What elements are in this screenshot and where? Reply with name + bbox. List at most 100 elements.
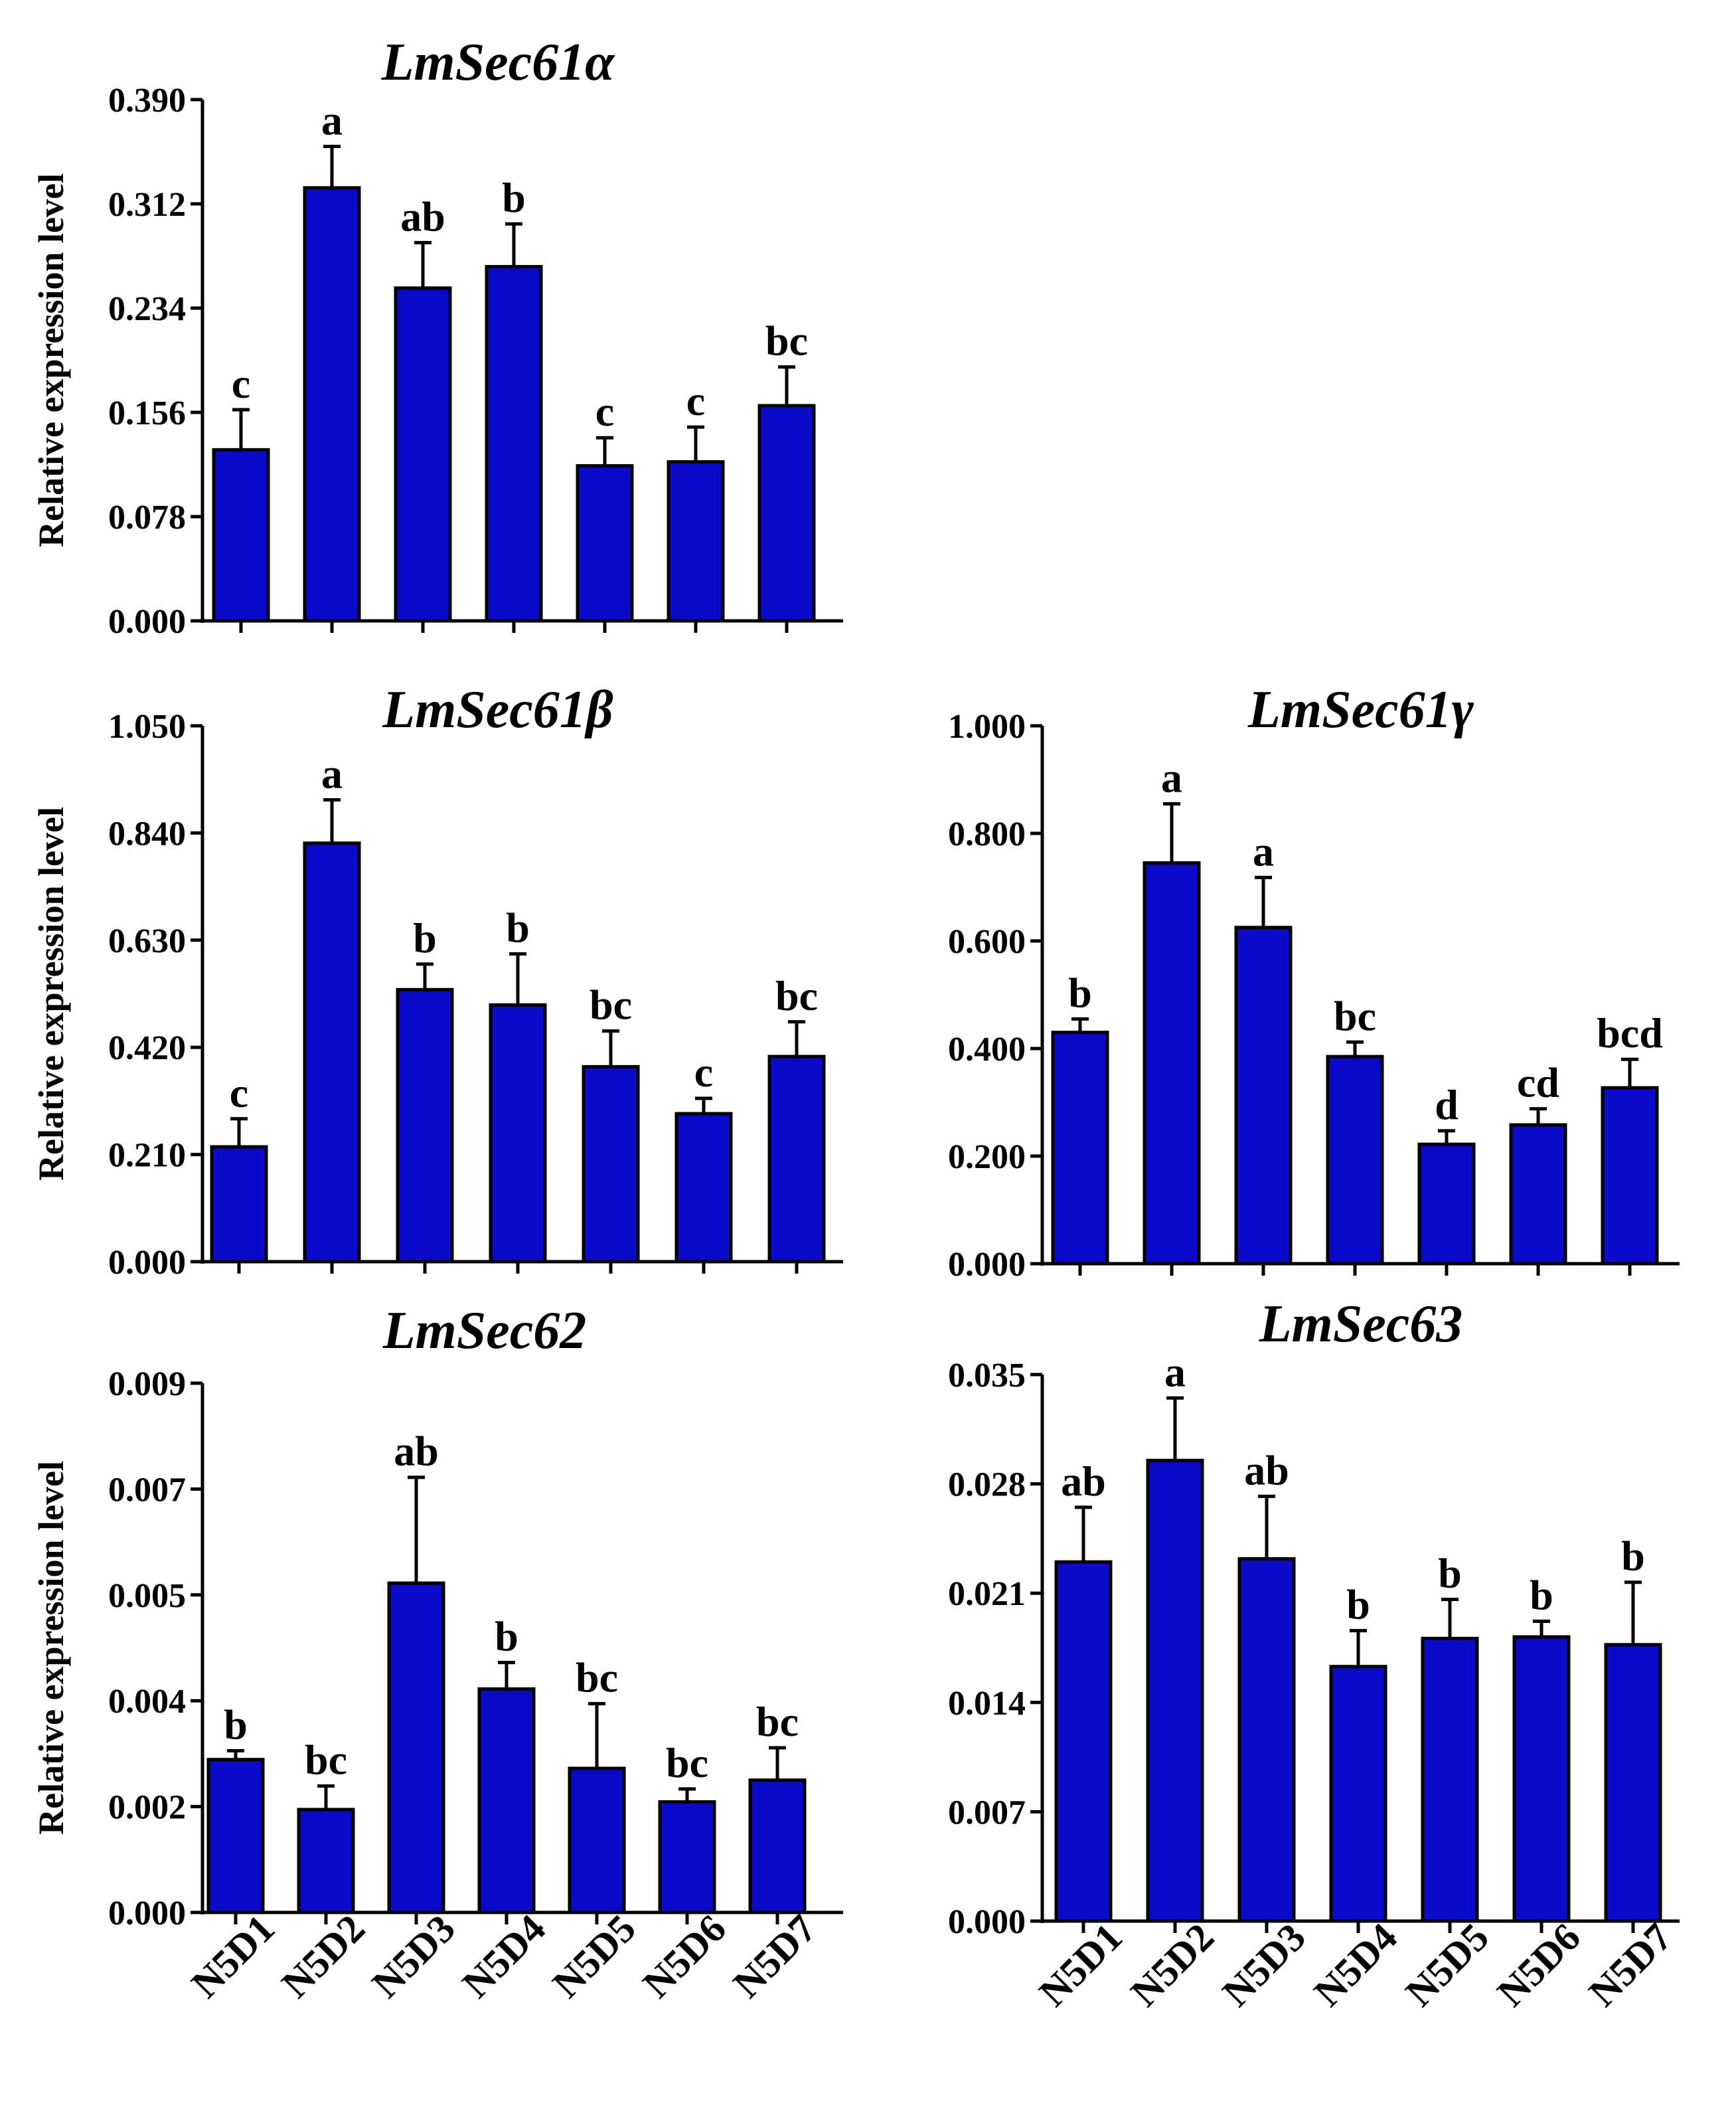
bar: [1509, 1123, 1567, 1266]
y-tick-label: 0.021: [948, 1575, 1026, 1613]
significance-label: d: [1435, 1081, 1459, 1128]
bar: [1604, 1643, 1662, 1923]
chart-title: LmSec61β: [382, 681, 613, 739]
significance-label: c: [686, 377, 705, 424]
y-tick-label: 0.390: [108, 82, 186, 120]
significance-label: bc: [666, 1739, 708, 1786]
x-category-label: N5D5: [1397, 1915, 1497, 2015]
y-tick-label: 0.210: [108, 1137, 186, 1175]
bar: [674, 1112, 733, 1264]
y-tick-label: 0.002: [108, 1789, 186, 1827]
y-tick-label: 0.200: [948, 1138, 1026, 1176]
chart-title: LmSec61α: [381, 33, 616, 92]
x-category-label: N5D4: [1306, 1915, 1405, 2015]
y-tick-label: 0.004: [108, 1683, 186, 1721]
y-tick-label: 0.000: [948, 1903, 1026, 1941]
significance-label: ab: [394, 1428, 439, 1475]
y-tick-label: 0.000: [108, 1895, 186, 1932]
bar: [757, 404, 816, 623]
significance-label: ab: [1244, 1446, 1289, 1493]
bar: [1237, 1557, 1296, 1923]
bar: [1054, 1560, 1113, 1923]
y-tick-label: 0.035: [948, 1357, 1026, 1394]
bar: [485, 265, 543, 623]
significance-label: cd: [1517, 1059, 1559, 1106]
x-category-label: N5D3: [364, 1906, 463, 2006]
significance-label: b: [1530, 1572, 1553, 1619]
bar: [396, 987, 454, 1264]
significance-label: a: [321, 750, 343, 797]
y-tick-label: 0.000: [108, 603, 186, 641]
y-tick-label: 0.234: [108, 290, 186, 328]
y-tick-label: 0.000: [108, 1244, 186, 1282]
x-category-label: N5D5: [544, 1906, 644, 2006]
y-tick-label: 0.007: [108, 1471, 186, 1509]
y-tick-label: 1.000: [948, 708, 1026, 746]
bar: [387, 1581, 445, 1914]
x-category-label: N5D1: [183, 1906, 283, 2006]
significance-label: b: [1068, 969, 1092, 1016]
bar: [303, 186, 361, 623]
x-category-label: N5D2: [274, 1906, 373, 2006]
significance-label: ab: [400, 193, 445, 240]
y-tick-label: 0.005: [108, 1577, 186, 1615]
significance-label: bc: [305, 1736, 347, 1784]
bar: [489, 1003, 547, 1264]
y-tick-label: 0.600: [948, 923, 1026, 961]
y-tick-label: 0.840: [108, 815, 186, 853]
bar: [477, 1687, 536, 1914]
y-tick-label: 0.630: [108, 922, 186, 960]
y-tick-label: 0.000: [948, 1246, 1026, 1284]
y-tick-label: 0.009: [108, 1365, 186, 1403]
bar: [1329, 1665, 1387, 1923]
y-tick-label: 0.007: [948, 1794, 1026, 1831]
significance-label: ab: [1061, 1458, 1106, 1505]
bar: [1417, 1142, 1476, 1266]
significance-label: b: [502, 174, 526, 221]
bar: [748, 1778, 807, 1914]
chart-panel: LmSec62 0.000 0.002 0.004 0.005 0.007 0.009 Rel…: [31, 1302, 843, 2006]
x-category-label: N5D6: [1489, 1915, 1589, 2015]
significance-label: c: [595, 388, 614, 435]
x-category-label: N5D7: [1581, 1915, 1680, 2015]
bar: [1146, 1458, 1204, 1923]
y-tick-label: 0.420: [108, 1029, 186, 1067]
y-axis-label: Relative expression level: [31, 1461, 71, 1835]
chart-title: LmSec61γ: [1247, 681, 1474, 739]
bar: [212, 448, 270, 623]
significance-label: a: [1161, 754, 1182, 801]
chart-title: LmSec63: [1259, 1295, 1463, 1353]
significance-label: c: [230, 1069, 248, 1116]
bar: [1326, 1055, 1384, 1266]
x-category-label: N5D2: [1123, 1915, 1222, 2015]
bar: [767, 1055, 826, 1264]
bar: [210, 1145, 268, 1264]
significance-label: b: [413, 914, 437, 962]
chart-panel: LmSec61γ 0.000 0.200 0.400 0.600 0.800 1.000 b a…: [948, 681, 1680, 1284]
chart-panel: LmSec61β 0.000 0.210 0.420 0.630 0.840 1.050 Re…: [31, 681, 843, 1282]
bar: [1421, 1636, 1479, 1923]
significance-label: c: [232, 360, 250, 407]
bar: [1512, 1635, 1571, 1923]
y-axis-label: Relative expression level: [31, 173, 71, 547]
bar: [667, 460, 725, 623]
bar: [297, 1808, 355, 1914]
significance-label: b: [495, 1613, 518, 1660]
significance-label: a: [321, 96, 343, 143]
bar: [394, 286, 452, 623]
bar: [568, 1766, 626, 1914]
bar: [1143, 861, 1201, 1266]
bar: [303, 841, 361, 1264]
y-tick-label: 0.028: [948, 1466, 1026, 1504]
y-tick-label: 0.800: [948, 815, 1026, 853]
y-tick-label: 0.400: [948, 1031, 1026, 1068]
significance-label: b: [1346, 1581, 1370, 1628]
y-tick-label: 0.078: [108, 499, 186, 537]
chart-panel: LmSec61α 0.000 0.078 0.156 0.234 0.312 0.390 Re…: [31, 33, 843, 641]
y-axis-label: Relative expression level: [31, 807, 71, 1181]
significance-label: bc: [1334, 992, 1376, 1039]
x-category-label: N5D3: [1214, 1915, 1314, 2015]
significance-label: a: [1253, 827, 1274, 875]
chart-title: LmSec62: [382, 1302, 587, 1360]
y-tick-label: 1.050: [108, 708, 186, 746]
